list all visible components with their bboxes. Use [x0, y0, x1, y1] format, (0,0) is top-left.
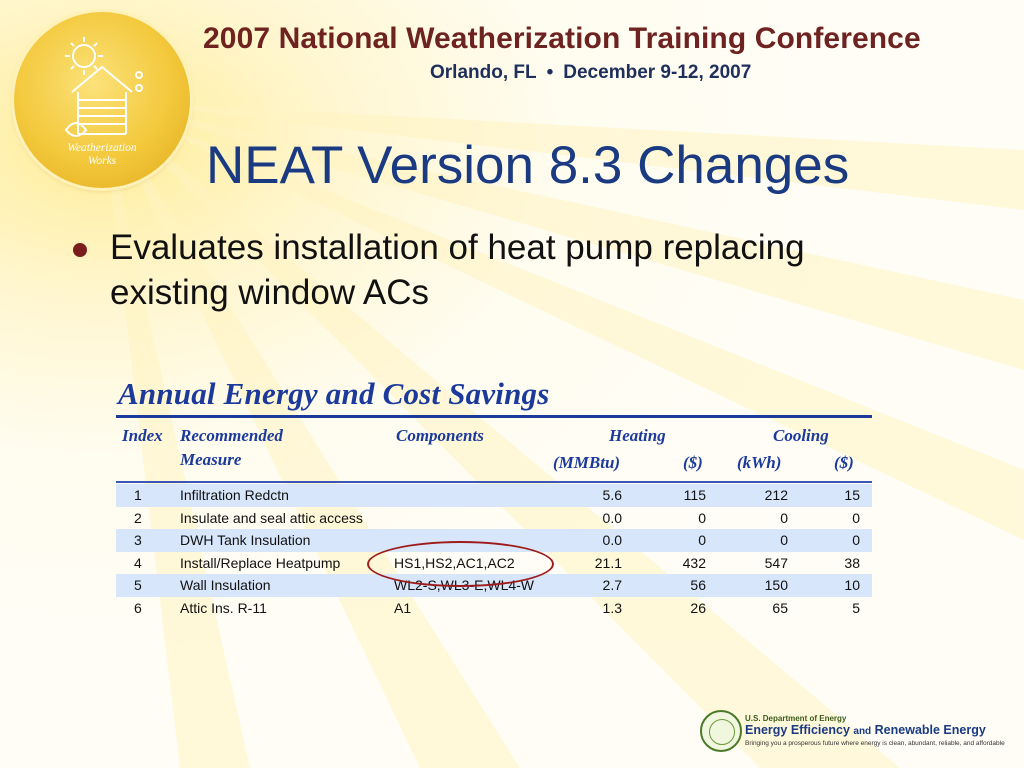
separator-bullet: • — [546, 62, 554, 83]
cell-heat-cost: 432 — [682, 554, 706, 571]
logo-text: Weatherization Works — [14, 142, 190, 168]
cell-heat-cost: 56 — [690, 577, 706, 593]
cell-cool-cost: 0 — [852, 509, 860, 526]
table-row: 1 Infiltration Redctn 5.6 115 212 15 — [116, 484, 872, 507]
header-measure-line1: Recommended — [180, 426, 283, 445]
bullet-text: Evaluates installation of heat pump repl… — [110, 228, 805, 312]
cell-kwh: 212 — [764, 487, 788, 503]
weatherization-works-logo: Weatherization Works — [14, 12, 190, 188]
slide-title: NEAT Version 8.3 Changes — [206, 136, 850, 195]
header-rule — [116, 481, 872, 483]
cell-heat-cost: 0 — [698, 509, 706, 526]
doe-agency: U.S. Department of Energy — [745, 714, 847, 723]
cell-heat-cost: 115 — [683, 487, 706, 503]
cell-measure: Infiltration Redctn — [180, 487, 289, 503]
table-row: 3 DWH Tank Insulation 0.0 0 0 0 — [116, 529, 872, 552]
header-heating: Heating — [609, 426, 666, 445]
table-title: Annual Energy and Cost Savings — [118, 376, 550, 411]
logo-text-line2: Works — [87, 155, 117, 167]
cell-measure: Insulate and seal attic access — [180, 509, 363, 526]
cell-measure: DWH Tank Insulation — [180, 532, 311, 548]
header-mmbtu: (MMBtu) — [553, 453, 621, 472]
cell-heat-cost: 26 — [690, 599, 706, 616]
table-row: 6 Attic Ins. R-11 A1 1.3 26 65 5 — [116, 597, 872, 620]
cell-kwh: 0 — [780, 532, 788, 548]
cell-cool-cost: 5 — [852, 599, 860, 616]
conference-subtitle: Orlando, FL • December 9-12, 2007 — [430, 62, 751, 84]
bullet-dot-icon — [73, 243, 87, 257]
cell-index: 6 — [134, 599, 142, 616]
cell-measure: Wall Insulation — [180, 577, 271, 593]
header-index: Index — [122, 426, 163, 445]
cell-measure: Attic Ins. R-11 — [180, 599, 267, 616]
cell-kwh: 150 — [764, 577, 788, 593]
conference-title: 2007 National Weatherization Training Co… — [203, 22, 921, 55]
doe-eere-logo: U.S. Department of Energy Energy Efficie… — [700, 708, 1015, 756]
cell-mmbtu: 0.0 — [602, 532, 622, 548]
cell-components: A1 — [394, 599, 412, 616]
cell-index: 4 — [134, 554, 142, 571]
header-cooling-dollars: ($) — [834, 453, 854, 472]
cell-index: 5 — [134, 577, 142, 593]
house-sun-icon — [64, 37, 143, 137]
cell-kwh: 0 — [780, 509, 788, 526]
cell-measure: Install/Replace Heatpump — [180, 554, 341, 571]
cell-kwh: 547 — [764, 554, 788, 571]
header-kwh: (kWh) — [737, 453, 782, 472]
cell-index: 2 — [134, 509, 142, 526]
doe-program: Energy Efficiency and Renewable Energy — [745, 723, 986, 737]
cell-heat-cost: 0 — [698, 532, 706, 548]
cell-mmbtu: 2.7 — [602, 577, 622, 593]
cell-cool-cost: 0 — [852, 532, 860, 548]
table-title-rule — [116, 415, 872, 418]
table-row: 2 Insulate and seal attic access 0.0 0 0 0 — [116, 507, 872, 530]
cell-index: 1 — [134, 487, 142, 503]
cell-index: 3 — [134, 532, 142, 548]
cell-cool-cost: 15 — [844, 487, 860, 503]
highlight-circle — [367, 541, 554, 587]
conference-location: Orlando, FL — [430, 62, 537, 83]
header-cooling: Cooling — [773, 426, 829, 445]
cell-kwh: 65 — [772, 599, 788, 616]
header-components: Components — [396, 426, 484, 445]
cell-mmbtu: 1.3 — [602, 599, 622, 616]
cell-mmbtu: 0.0 — [602, 509, 622, 526]
doe-tagline: Bringing you a prosperous future where e… — [745, 740, 1005, 747]
cell-mmbtu: 5.6 — [602, 487, 622, 503]
header-heating-dollars: ($) — [683, 453, 703, 472]
cell-cool-cost: 38 — [844, 554, 860, 571]
cell-mmbtu: 21.1 — [594, 554, 622, 571]
header-measure-line2: Measure — [180, 450, 242, 469]
logo-text-line1: Weatherization — [67, 142, 137, 154]
cell-cool-cost: 10 — [844, 577, 860, 593]
conference-dates: December 9-12, 2007 — [563, 62, 752, 83]
doe-seal-icon — [700, 710, 742, 752]
